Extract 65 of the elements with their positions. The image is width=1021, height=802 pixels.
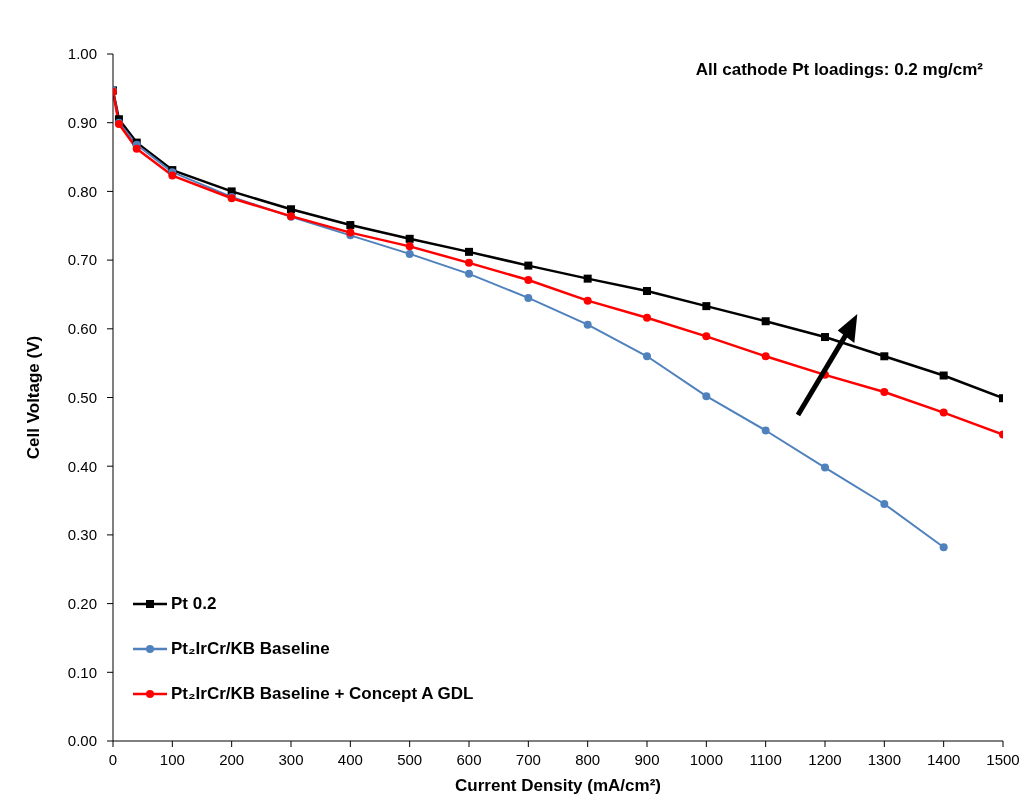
x-axis-title: Current Density (mA/cm²) — [455, 776, 661, 795]
point — [465, 247, 473, 256]
x-tick-label: 500 — [397, 751, 423, 768]
point — [346, 221, 355, 230]
point — [761, 426, 770, 435]
legend-label: Pt 0.2 — [171, 593, 217, 614]
point — [761, 317, 770, 326]
point — [132, 144, 141, 153]
point — [583, 320, 592, 329]
x-tick-label: 1100 — [749, 751, 782, 768]
point — [939, 543, 948, 552]
y-tick-label: 0.20 — [67, 594, 97, 612]
legend-label: Pt₂IrCr/KB Baseline — [171, 638, 330, 659]
point — [939, 408, 948, 417]
x-tick-label: 1400 — [926, 751, 961, 768]
y-tick-label: 0.50 — [67, 388, 97, 406]
point — [880, 352, 889, 361]
point — [761, 352, 770, 361]
x-tick-label: 1300 — [867, 751, 902, 768]
x-tick-label: 600 — [456, 751, 482, 768]
point — [821, 333, 829, 342]
annotation: All cathode Pt loadings: 0.2 mg/cm² — [695, 60, 983, 80]
x-tick-label: 900 — [634, 751, 660, 768]
point — [405, 242, 414, 251]
point — [702, 302, 711, 311]
y-tick-label: 0.10 — [67, 663, 97, 681]
x-tick-label: 100 — [159, 751, 185, 768]
point — [583, 296, 592, 305]
x-tick-label: 400 — [337, 751, 363, 768]
point — [287, 205, 295, 214]
point — [643, 287, 651, 296]
x-tick-label: 800 — [575, 751, 601, 768]
point — [583, 274, 592, 283]
y-tick-label: 0.60 — [67, 320, 97, 338]
point — [821, 463, 829, 472]
x-tick-label: 700 — [515, 751, 541, 768]
legend-label: Pt₂IrCr/KB Baseline + Concept A GDL — [171, 683, 474, 704]
y-tick-label: 0.00 — [67, 732, 97, 750]
point — [643, 352, 651, 361]
y-axis-title: Cell Voltage (V) — [24, 335, 44, 460]
point — [465, 269, 473, 278]
point — [702, 392, 711, 401]
y-tick-label: 1.00 — [67, 45, 97, 63]
point — [405, 234, 414, 243]
y-tick-label: 0.90 — [67, 114, 97, 132]
point — [880, 388, 889, 396]
x-tick-label: 1500 — [986, 751, 1020, 768]
x-tick-label: 1000 — [689, 751, 724, 768]
point — [524, 261, 533, 270]
point — [405, 249, 414, 258]
point — [702, 332, 711, 341]
point — [465, 258, 473, 267]
point — [939, 371, 948, 380]
y-tick-label: 0.30 — [67, 526, 97, 544]
point — [880, 499, 889, 508]
y-tick-label: 0.40 — [67, 457, 97, 475]
point — [643, 313, 651, 322]
y-tick-label: 0.80 — [67, 182, 97, 200]
x-tick-label: 200 — [219, 751, 245, 768]
point — [524, 276, 533, 285]
y-tick-label: 0.70 — [67, 251, 97, 269]
point — [524, 293, 533, 302]
x-tick-label: 0 — [108, 751, 118, 768]
x-tick-label: 300 — [278, 751, 304, 768]
x-tick-label: 1200 — [808, 751, 842, 768]
